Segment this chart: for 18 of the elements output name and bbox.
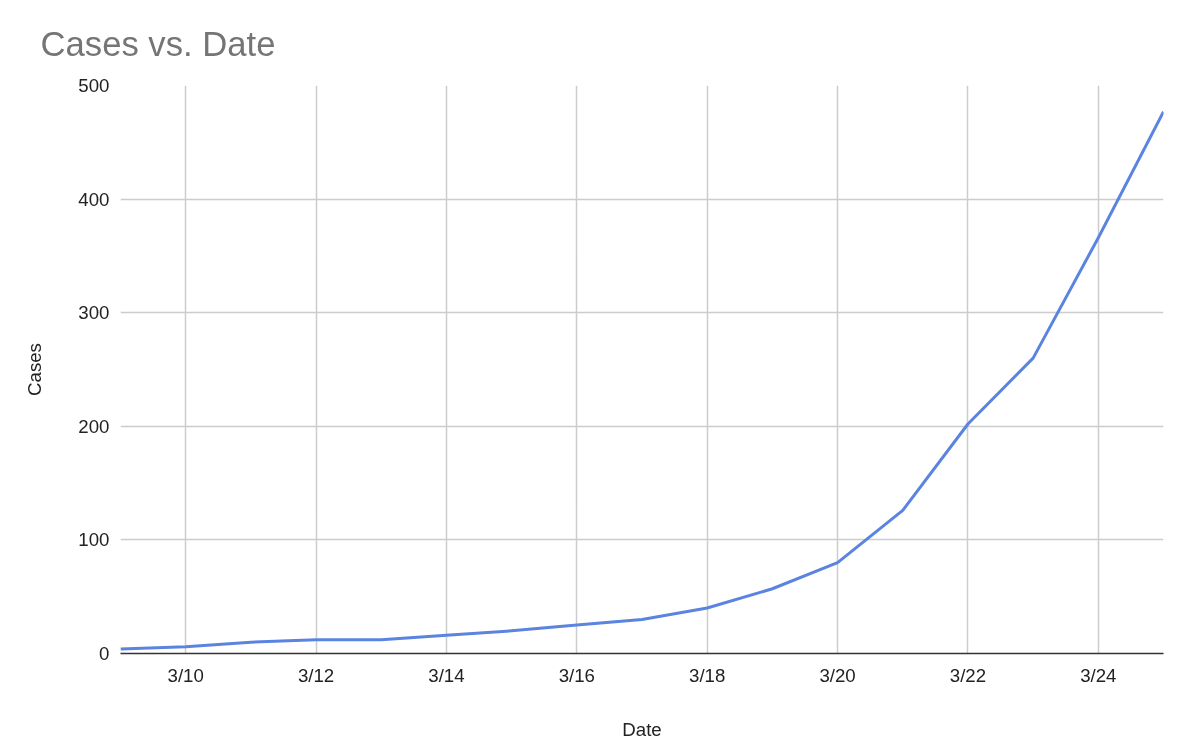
x-tick-label: 3/16 bbox=[558, 664, 595, 686]
y-axis-title: Cases bbox=[24, 343, 46, 396]
x-tick-label: 3/10 bbox=[167, 664, 204, 686]
y-tick-label: 200 bbox=[78, 415, 110, 437]
x-axis-title: Date bbox=[622, 718, 662, 740]
x-tick-label: 3/12 bbox=[297, 664, 335, 686]
y-tick-label: 300 bbox=[78, 302, 110, 324]
y-tick-label: 100 bbox=[78, 529, 110, 551]
x-tick-label: 3/18 bbox=[689, 664, 726, 686]
y-tick-label: 500 bbox=[78, 75, 110, 96]
line-series bbox=[120, 110, 1164, 651]
x-tick-label: 3/14 bbox=[428, 664, 465, 686]
y-tick-label: 400 bbox=[78, 188, 110, 210]
chart-title: Cases vs. Date bbox=[40, 25, 276, 63]
y-tick-label: 0 bbox=[99, 643, 110, 664]
x-tick-label: 3/20 bbox=[819, 664, 856, 686]
x-tick-label: 3/24 bbox=[1080, 664, 1117, 686]
x-tick-label: 3/22 bbox=[949, 664, 987, 686]
